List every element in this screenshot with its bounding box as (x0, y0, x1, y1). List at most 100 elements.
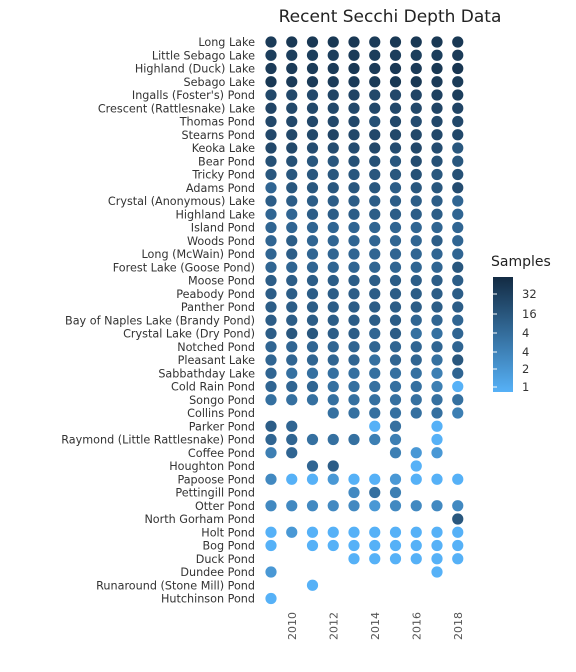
sample-dot (452, 155, 464, 167)
sample-dot (306, 221, 319, 234)
sample-dot (265, 49, 277, 61)
sample-dot (265, 420, 277, 432)
lake-label: Hutchinson Pond (161, 593, 255, 606)
sample-dot (286, 208, 298, 220)
sample-dot (327, 367, 339, 379)
sample-dot (369, 36, 381, 48)
sample-dot (286, 155, 298, 167)
sample-dot (389, 115, 402, 128)
legend-label: 1 (522, 380, 529, 394)
sample-dot (265, 102, 277, 114)
sample-dot (348, 380, 360, 393)
lake-label: Highland Lake (176, 208, 256, 221)
sample-dot (348, 486, 360, 499)
sample-dot (286, 327, 298, 340)
sample-dot (327, 327, 339, 340)
sample-dot (369, 261, 381, 273)
sample-dot (286, 261, 298, 273)
lake-label: Bog Pond (202, 540, 255, 553)
sample-dot (431, 115, 443, 128)
lake-label: Peabody Pond (176, 288, 255, 301)
sample-dot (369, 235, 381, 247)
sample-dot (265, 195, 277, 207)
sample-dot (348, 473, 360, 485)
sample-dot (410, 301, 422, 313)
lake-label: Highland (Duck) Lake (135, 63, 255, 76)
sample-dot (348, 76, 360, 88)
sample-dot (348, 367, 360, 379)
sample-dot (389, 288, 402, 300)
sample-dot (327, 102, 339, 114)
sample-dot (389, 486, 402, 499)
sample-dot (265, 261, 277, 273)
lake-label: Bear Pond (198, 155, 255, 168)
sample-dot (306, 500, 319, 512)
sample-dot (306, 274, 319, 287)
sample-dot (369, 208, 381, 220)
sample-dot (389, 526, 402, 538)
sample-dot (286, 380, 298, 393)
lake-label: Holt Pond (201, 526, 255, 539)
sample-dot (306, 62, 319, 75)
sample-dot (327, 49, 339, 61)
sample-dot (410, 248, 422, 260)
sample-dot (265, 380, 277, 393)
sample-dot (327, 473, 339, 485)
sample-dot (389, 195, 402, 207)
lake-label: Houghton Pond (169, 460, 255, 473)
sample-dot (286, 288, 298, 300)
sample-dot (431, 235, 443, 247)
sample-dot (286, 433, 298, 446)
sample-dot (348, 341, 360, 353)
sample-dot (306, 539, 319, 552)
sample-dot (265, 248, 277, 260)
sample-dots (265, 36, 464, 605)
sample-dot (452, 129, 464, 141)
sample-dot (389, 380, 402, 393)
sample-dot (265, 341, 277, 353)
sample-dot (265, 566, 277, 578)
sample-dot (348, 195, 360, 207)
sample-dot (389, 76, 402, 88)
x-tick-label: 2014 (369, 612, 382, 640)
lake-label: Papoose Pond (177, 473, 255, 486)
sample-dot (410, 394, 422, 406)
sample-dot (369, 380, 381, 393)
x-tick-label: 2016 (410, 612, 423, 640)
sample-dot (306, 248, 319, 260)
sample-dot (431, 36, 443, 48)
sample-dot (410, 288, 422, 300)
sample-dot (452, 274, 464, 287)
sample-dot (348, 155, 360, 167)
sample-dot (410, 89, 422, 101)
sample-dot (389, 102, 402, 114)
sample-dot (265, 526, 277, 538)
sample-dot (431, 129, 443, 141)
sample-dot (306, 182, 319, 194)
sample-dot (306, 354, 319, 366)
sample-dot (327, 168, 339, 181)
sample-dot (286, 341, 298, 353)
sample-dot (452, 327, 464, 340)
sample-dot (327, 526, 339, 538)
sample-dot (306, 288, 319, 300)
sample-dot (327, 195, 339, 207)
sample-dot (306, 129, 319, 141)
sample-dot (410, 274, 422, 287)
sample-dot (327, 248, 339, 260)
sample-dot (348, 526, 360, 538)
sample-dot (348, 301, 360, 313)
sample-dot (327, 208, 339, 220)
sample-dot (306, 473, 319, 485)
sample-dot (452, 208, 464, 220)
sample-dot (452, 248, 464, 260)
lake-label: Sabbathday Lake (158, 367, 255, 380)
sample-dot (265, 142, 277, 154)
legend-label: 4 (522, 345, 529, 359)
sample-dot (348, 327, 360, 340)
sample-dot (389, 314, 402, 326)
sample-dot (306, 195, 319, 207)
lake-label: Stearns Pond (182, 129, 256, 142)
sample-dot (286, 394, 298, 406)
sample-dot (306, 341, 319, 353)
